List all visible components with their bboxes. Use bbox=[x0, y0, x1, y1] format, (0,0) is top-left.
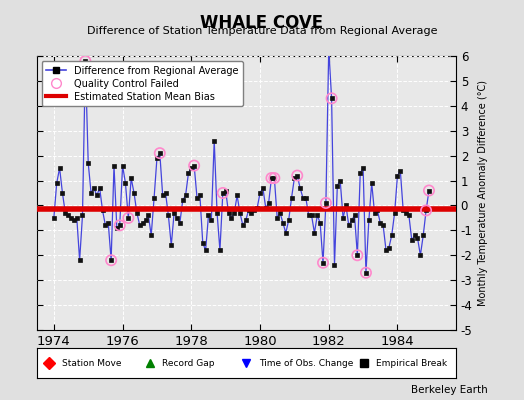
Text: Record Gap: Record Gap bbox=[162, 358, 215, 368]
Point bbox=[328, 95, 336, 102]
Point bbox=[425, 187, 433, 194]
Text: Berkeley Earth: Berkeley Earth bbox=[411, 385, 487, 395]
Y-axis label: Monthly Temperature Anomaly Difference (°C): Monthly Temperature Anomaly Difference (… bbox=[478, 80, 488, 306]
Point bbox=[115, 222, 124, 228]
Point bbox=[322, 200, 330, 206]
Text: Difference of Station Temperature Data from Regional Average: Difference of Station Temperature Data f… bbox=[87, 26, 437, 36]
Legend: Difference from Regional Average, Quality Control Failed, Estimated Station Mean: Difference from Regional Average, Qualit… bbox=[41, 61, 243, 106]
Point bbox=[270, 175, 279, 181]
Point bbox=[267, 175, 276, 181]
Text: Time of Obs. Change: Time of Obs. Change bbox=[259, 358, 353, 368]
Point bbox=[319, 260, 327, 266]
Point bbox=[422, 207, 430, 214]
Point bbox=[293, 172, 301, 179]
Text: Empirical Break: Empirical Break bbox=[376, 358, 447, 368]
Point bbox=[124, 215, 133, 221]
Point bbox=[107, 257, 115, 264]
Point bbox=[81, 58, 90, 64]
Point bbox=[190, 162, 199, 169]
Text: WHALE COVE: WHALE COVE bbox=[201, 14, 323, 32]
Point bbox=[362, 270, 370, 276]
Point bbox=[156, 150, 164, 156]
Text: Station Move: Station Move bbox=[62, 358, 122, 368]
Point bbox=[219, 190, 227, 196]
Point bbox=[353, 252, 362, 258]
